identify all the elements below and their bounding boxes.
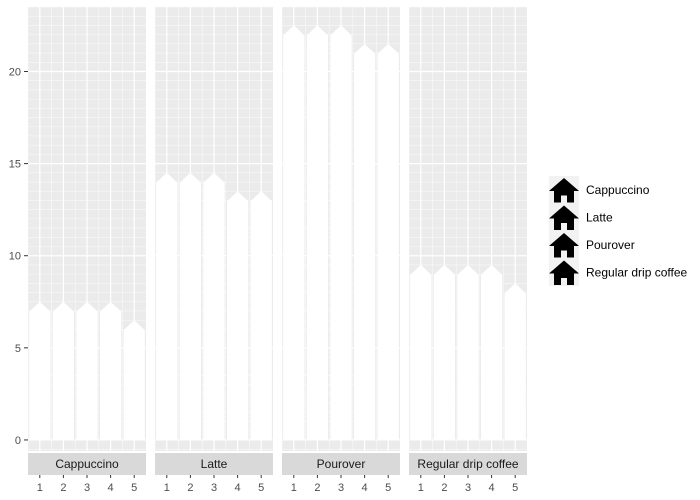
- x-tick-label: 4: [362, 482, 368, 494]
- bar-latte-1: [156, 172, 178, 440]
- facet-strip: [155, 453, 273, 475]
- facet-label: Latte: [201, 457, 228, 471]
- bar-cappuccino-2: [52, 301, 75, 440]
- x-tick-label: 3: [84, 482, 90, 494]
- bar-latte-3: [203, 172, 225, 440]
- bar-cappuccino-5: [123, 320, 145, 440]
- house-icon: [549, 205, 579, 230]
- bar-latte-5: [250, 191, 272, 440]
- y-tick-label: 15: [9, 159, 21, 171]
- facet-panel-cappuccino: Cappuccino 1 2 3 4 5: [27, 6, 146, 494]
- x-tick-label: 3: [465, 482, 471, 494]
- house-icon: [549, 178, 579, 203]
- x-tick-label: 4: [108, 482, 114, 494]
- bar-cappuccino-3: [76, 301, 98, 440]
- x-tick-label: 1: [37, 482, 43, 494]
- legend-item-pourover: Pourover: [549, 231, 635, 259]
- y-tick-label: 0: [15, 435, 21, 447]
- y-tick-label: 5: [15, 343, 21, 355]
- x-tick-label: 5: [385, 482, 391, 494]
- x-tick-label: 4: [489, 482, 495, 494]
- bar-pourover-3: [330, 25, 352, 440]
- x-tick-label: 5: [512, 482, 518, 494]
- x-tick-label: 1: [164, 482, 170, 494]
- house-icon: [549, 260, 579, 285]
- bar-pourover-5: [377, 43, 399, 440]
- x-tick-label: 5: [131, 482, 137, 494]
- y-axis: 0 5 10 15 20: [9, 66, 28, 447]
- bar-latte-2: [179, 172, 202, 440]
- x-tick-label: 2: [441, 482, 447, 494]
- legend-item-latte: Latte: [549, 203, 613, 231]
- x-tick-label: 1: [291, 482, 297, 494]
- house-icon: [549, 233, 579, 258]
- facet-panel-regular-drip-coffee: Regular drip coffee 1 2 3 4 5: [408, 6, 527, 494]
- legend-label: Latte: [586, 210, 613, 224]
- bar-regular-drip-coffee-2: [433, 264, 456, 440]
- facet-panel-pourover: Pourover 1 2 3 4 5: [281, 6, 400, 494]
- bar-regular-drip-coffee-3: [457, 264, 479, 440]
- x-tick-label: 5: [258, 482, 264, 494]
- facet-label: Pourover: [317, 457, 366, 471]
- bar-regular-drip-coffee-5: [504, 283, 526, 440]
- bar-pourover-2: [306, 25, 329, 440]
- bar-regular-drip-coffee-1: [410, 264, 432, 440]
- legend-label: Cappuccino: [586, 183, 650, 197]
- facet-strip: [409, 453, 527, 475]
- bar-regular-drip-coffee-4: [480, 264, 503, 440]
- x-tick-label: 2: [187, 482, 193, 494]
- legend-label: Regular drip coffee: [586, 265, 688, 279]
- facet-strip: [28, 453, 146, 475]
- y-tick-label: 10: [9, 251, 21, 263]
- bar-latte-4: [226, 191, 249, 440]
- facet-panel-latte: Latte 1 2 3 4 5: [154, 6, 273, 494]
- legend: Cappuccino Latte Pourover Regular drip coff…: [549, 176, 688, 286]
- bar-pourover-1: [283, 25, 305, 440]
- x-tick-label: 2: [314, 482, 320, 494]
- legend-item-cappuccino: Cappuccino: [549, 176, 650, 204]
- x-tick-label: 4: [235, 482, 241, 494]
- legend-label: Pourover: [586, 238, 635, 252]
- bar-cappuccino-4: [99, 301, 122, 440]
- bar-pourover-4: [353, 43, 376, 440]
- x-tick-label: 1: [418, 482, 424, 494]
- x-tick-label: 2: [60, 482, 66, 494]
- bar-cappuccino-1: [29, 301, 51, 440]
- legend-item-regular-drip-coffee: Regular drip coffee: [549, 258, 688, 286]
- x-tick-label: 3: [338, 482, 344, 494]
- facet-label: Cappuccino: [55, 457, 119, 471]
- facet-label: Regular drip coffee: [417, 457, 519, 471]
- x-tick-label: 3: [211, 482, 217, 494]
- y-tick-label: 20: [9, 66, 21, 78]
- facet-strip: [282, 453, 400, 475]
